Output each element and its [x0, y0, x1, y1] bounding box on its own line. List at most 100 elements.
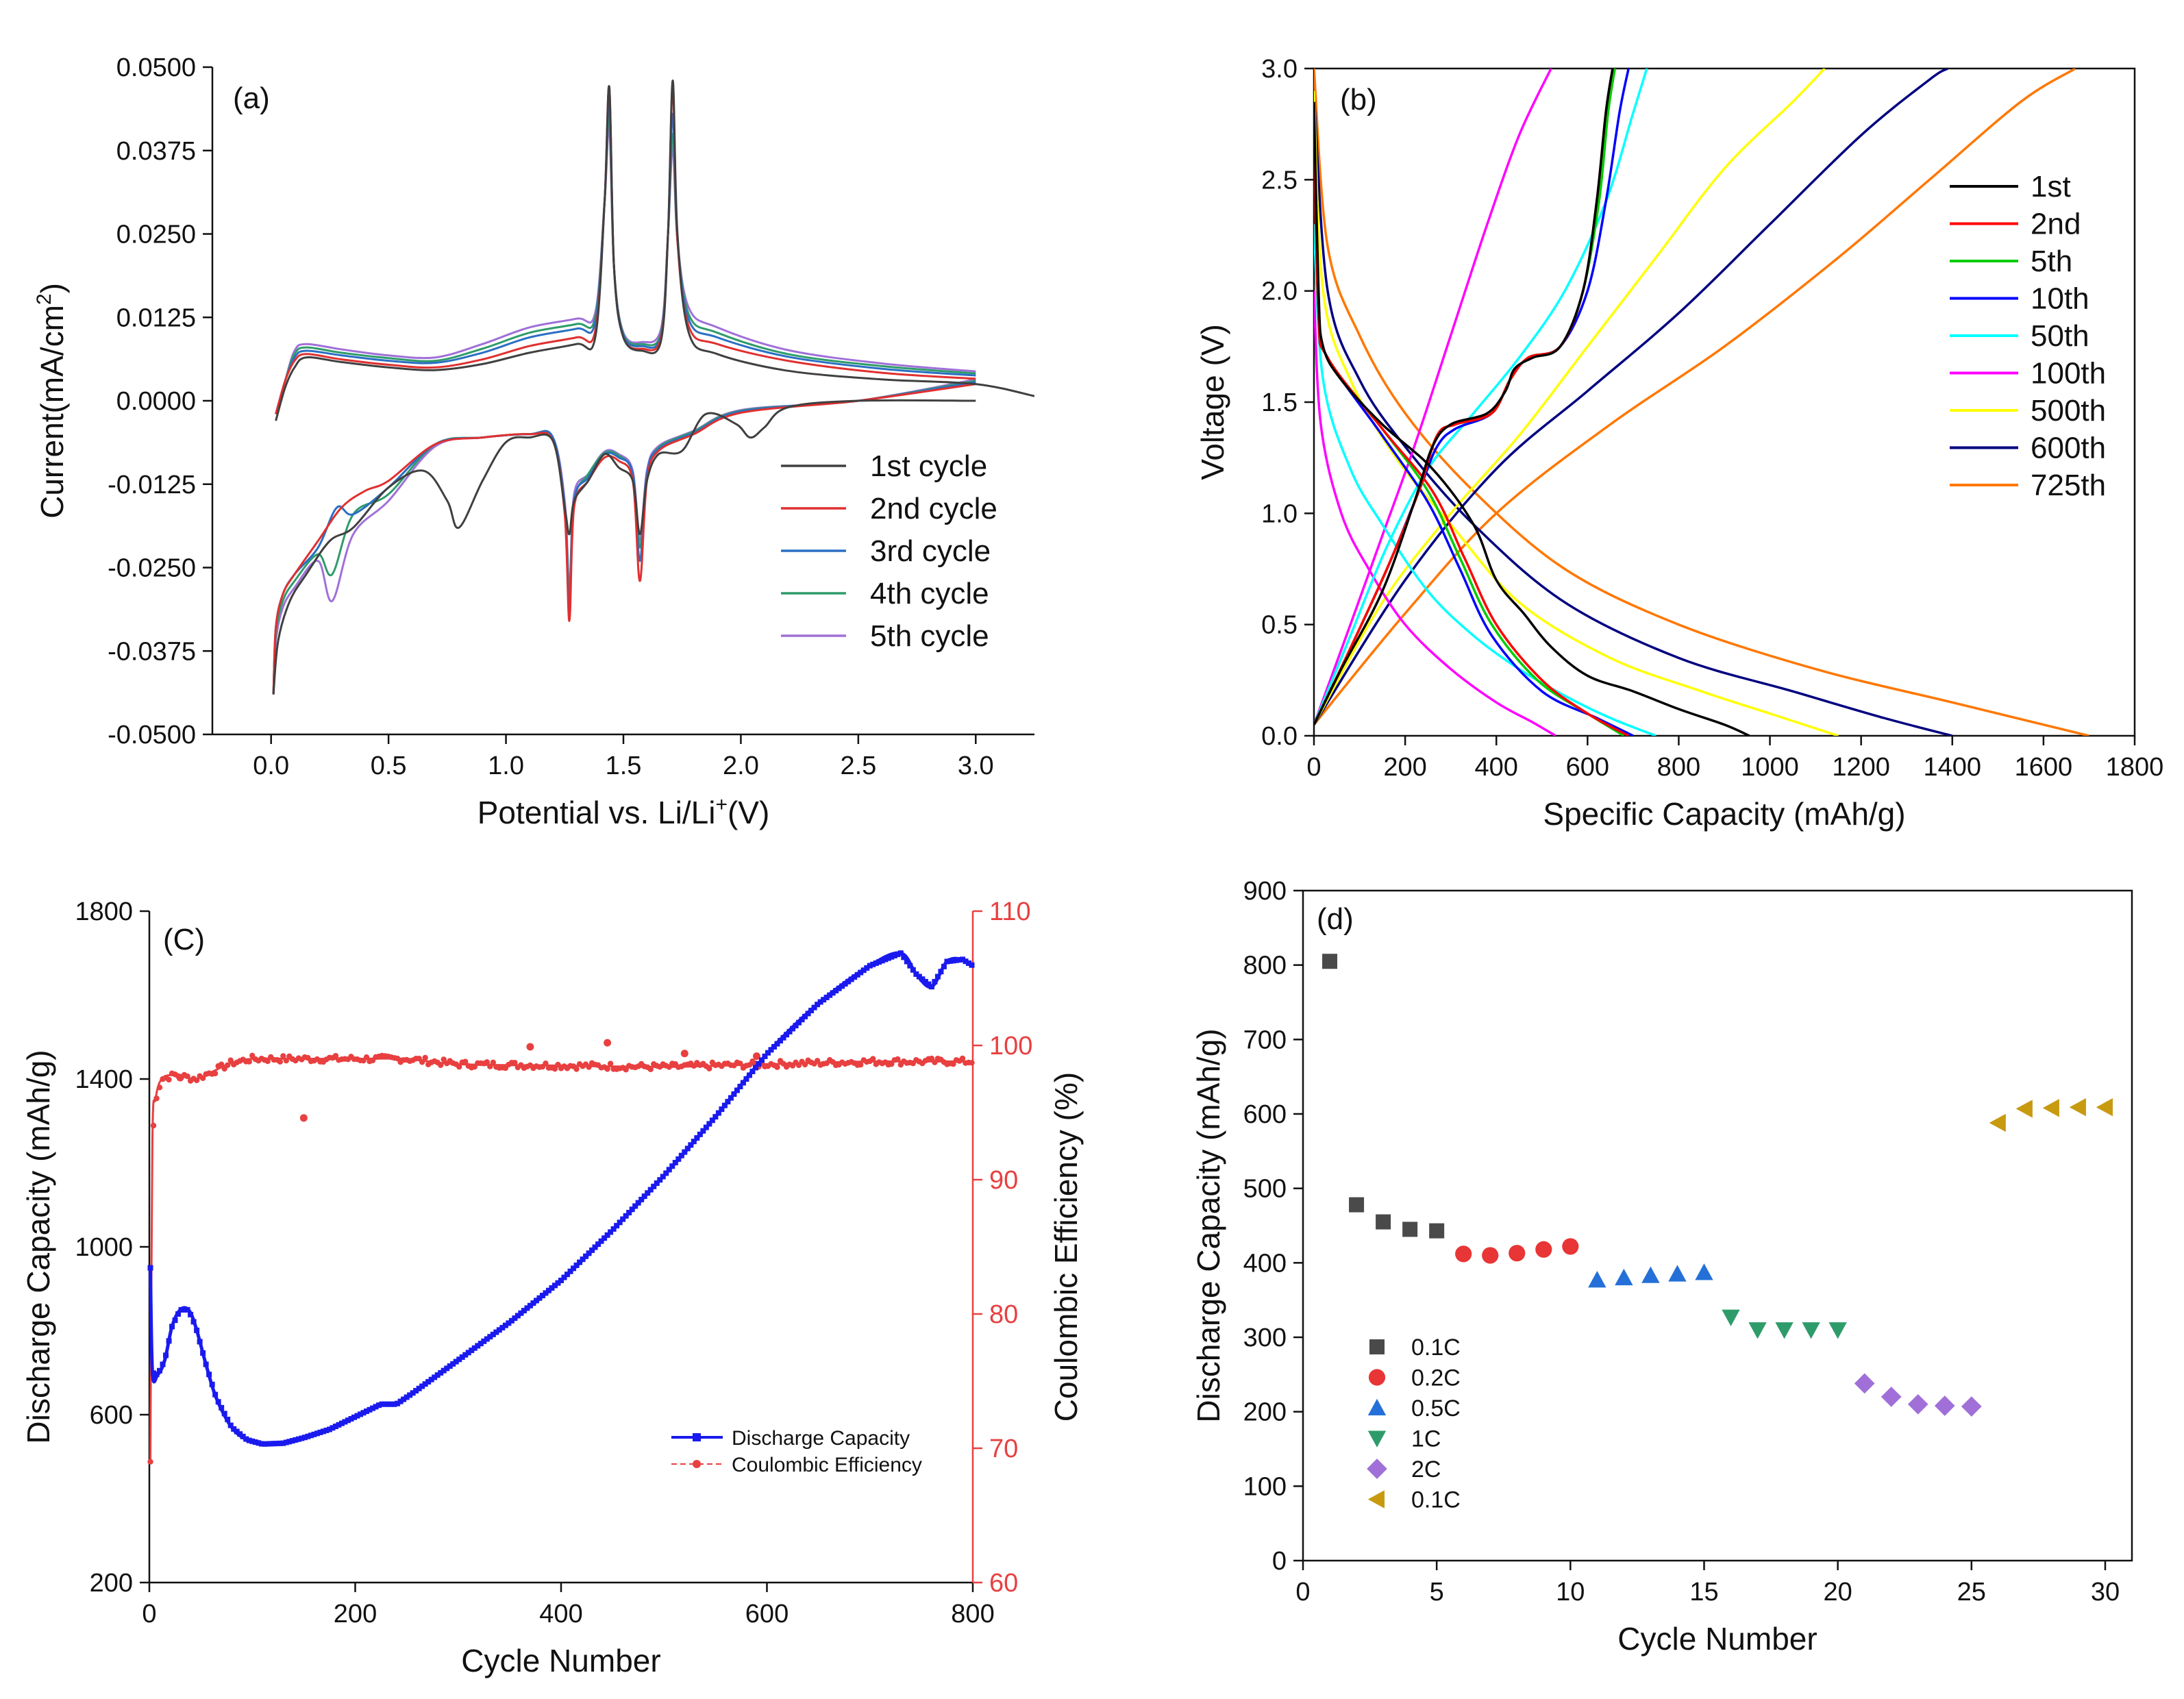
capacity-marker — [845, 978, 852, 984]
capacity-marker — [444, 1365, 450, 1372]
rate-marker — [1376, 1214, 1391, 1230]
ce-marker — [543, 1061, 549, 1067]
capacity-marker — [487, 1334, 493, 1340]
rate-marker — [1934, 1396, 1955, 1416]
y-tick-label: 400 — [1243, 1249, 1287, 1278]
capacity-marker — [432, 1374, 438, 1380]
y-tick-label: 1000 — [75, 1233, 133, 1262]
capacity-marker — [697, 1131, 703, 1137]
capacity-marker — [950, 958, 956, 964]
ce-marker — [647, 1066, 654, 1073]
x-tick-label: 200 — [1383, 753, 1426, 782]
capacity-marker — [277, 1440, 283, 1446]
legend-label: 5th — [2031, 245, 2072, 278]
capacity-marker — [425, 1378, 432, 1385]
ce-marker — [246, 1058, 252, 1065]
charge-curve — [1314, 69, 1552, 726]
capacity-marker — [188, 1311, 194, 1317]
ce-marker — [150, 1122, 157, 1129]
discharge-curve — [1314, 69, 2089, 736]
capacity-marker — [571, 1265, 577, 1272]
x-tick-label: 30 — [2091, 1578, 2120, 1607]
capacity-marker — [320, 1428, 326, 1435]
capacity-marker — [895, 952, 901, 958]
ce-outlier-marker — [176, 1074, 184, 1082]
capacity-marker — [926, 981, 932, 987]
capacity-marker — [709, 1117, 715, 1124]
capacity-marker — [953, 957, 959, 963]
capacity-marker — [147, 1265, 153, 1271]
x-tick-label: 2.5 — [840, 752, 876, 780]
capacity-marker — [941, 963, 947, 969]
capacity-marker — [182, 1306, 188, 1313]
capacity-marker — [601, 1235, 608, 1241]
charge-curve — [1314, 69, 1648, 726]
x-tick-label: 0 — [1306, 753, 1321, 782]
capacity-marker — [758, 1057, 765, 1063]
capacity-marker — [682, 1149, 688, 1155]
capacity-marker — [243, 1436, 249, 1442]
x-tick-label: 600 — [1566, 753, 1609, 782]
capacity-marker — [891, 952, 897, 958]
ce-marker — [332, 1052, 339, 1059]
ce-marker — [573, 1066, 580, 1072]
capacity-marker — [638, 1196, 645, 1202]
legend-label: Discharge Capacity — [732, 1427, 910, 1450]
capacity-marker — [169, 1324, 175, 1330]
rate-marker — [2015, 1100, 2033, 1118]
capacity-marker — [219, 1404, 225, 1411]
capacity-marker — [734, 1087, 740, 1093]
capacity-marker — [477, 1341, 484, 1347]
ce-marker — [484, 1059, 491, 1065]
capacity-marker — [573, 1262, 580, 1268]
capacity-marker — [382, 1401, 388, 1407]
capacity-marker — [549, 1285, 555, 1291]
x-tick-label: 1.5 — [606, 752, 642, 780]
capacity-marker — [876, 959, 882, 965]
legend-label: 0.2C — [1411, 1365, 1461, 1391]
x-axis-title: Potential vs. Li/Li+(V) — [477, 793, 770, 830]
cv-anodic-line — [275, 79, 1034, 421]
capacity-marker — [258, 1441, 264, 1447]
capacity-marker — [860, 967, 867, 973]
legend-marker — [1368, 1369, 1386, 1386]
ce-marker — [147, 1459, 153, 1465]
ce-marker — [774, 1064, 780, 1070]
capacity-marker — [786, 1028, 793, 1034]
capacity-marker — [160, 1361, 166, 1367]
capacity-marker — [496, 1327, 502, 1333]
panel-label: (d) — [1317, 902, 1354, 936]
capacity-marker — [756, 1061, 762, 1067]
capacity-marker — [326, 1426, 332, 1433]
capacity-marker — [595, 1241, 601, 1248]
ce-marker — [802, 1061, 808, 1068]
capacity-marker — [839, 983, 845, 989]
ce-marker — [280, 1053, 286, 1059]
capacity-marker — [354, 1413, 360, 1419]
ce-marker — [490, 1059, 497, 1066]
y2-tick-label: 60 — [989, 1569, 1018, 1598]
ce-marker — [706, 1065, 712, 1071]
capacity-marker — [830, 990, 836, 996]
capacity-marker — [360, 1410, 367, 1416]
ce-marker — [607, 1061, 614, 1067]
rate-marker — [1961, 1396, 1982, 1417]
x-tick-label: 3.0 — [958, 752, 994, 780]
capacity-marker — [577, 1259, 583, 1265]
x-tick-label: 1200 — [1832, 753, 1890, 782]
ce-marker — [227, 1057, 234, 1063]
capacity-marker — [672, 1160, 678, 1166]
plot-area — [272, 79, 1034, 695]
ce-marker — [858, 1061, 864, 1068]
rate-marker — [2069, 1098, 2086, 1117]
x-tick-label: 10 — [1556, 1578, 1585, 1607]
capacity-marker — [703, 1124, 709, 1130]
capacity-marker — [227, 1422, 234, 1428]
capacity-marker — [608, 1229, 614, 1235]
capacity-marker — [330, 1425, 336, 1431]
capacity-marker — [793, 1023, 799, 1029]
capacity-marker — [194, 1327, 200, 1333]
capacity-marker — [240, 1433, 246, 1439]
capacity-marker — [338, 1420, 345, 1426]
capacity-marker — [471, 1345, 477, 1351]
